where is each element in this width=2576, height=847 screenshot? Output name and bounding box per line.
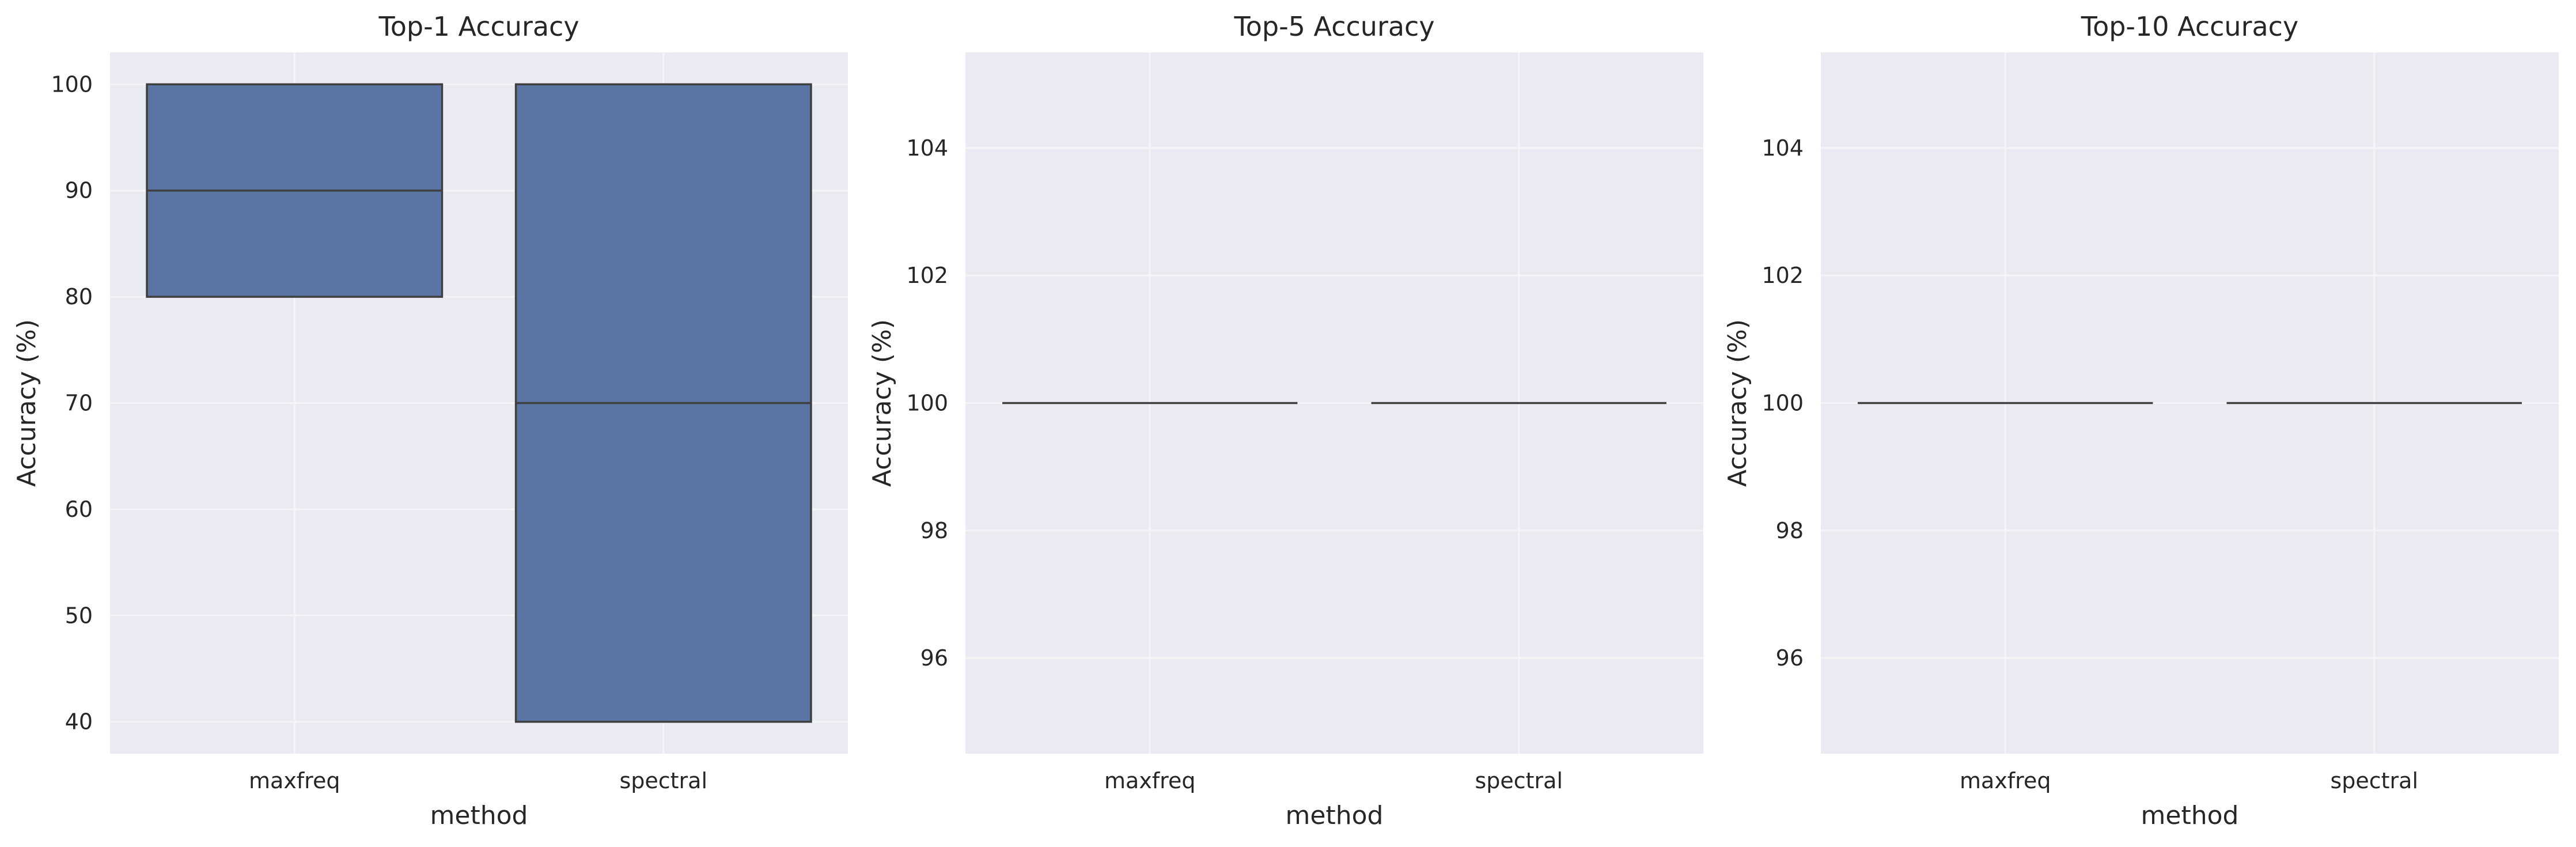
x-axis-label: method: [430, 801, 528, 830]
y-tick-label: 98: [1776, 518, 1804, 543]
y-axis-label: Accuracy (%): [12, 319, 41, 487]
tick-labels: 40 50 60 70 80 90 100 maxfreq spectral: [51, 71, 707, 793]
subplot-top1: 40 50 60 70 80 90 100 maxfreq spectral Top-1 Acc…: [12, 11, 848, 830]
y-tick-label: 80: [65, 284, 93, 309]
subplot-title: Top-10 Accuracy: [2081, 11, 2298, 42]
x-tick-label: maxfreq: [249, 768, 340, 793]
x-tick-label: spectral: [619, 768, 707, 793]
y-tick-label: 98: [920, 518, 948, 543]
y-tick-label: 60: [65, 497, 93, 522]
x-tick-label: maxfreq: [1104, 768, 1195, 793]
y-tick-label: 96: [1776, 645, 1804, 671]
y-tick-label: 100: [1761, 391, 1804, 416]
subplot-title: Top-1 Accuracy: [378, 11, 579, 42]
y-tick-label: 104: [1761, 135, 1804, 161]
y-tick-label: 50: [65, 603, 93, 628]
tick-labels: 96 98 100 102 104 maxfreq spectral: [906, 135, 1563, 793]
x-tick-label: maxfreq: [1960, 768, 2051, 793]
x-axis-label: method: [2141, 801, 2239, 830]
tick-labels: 96 98 100 102 104 maxfreq spectral: [1761, 135, 2418, 793]
subplot-title: Top-5 Accuracy: [1233, 11, 1434, 42]
y-tick-label: 100: [51, 71, 93, 97]
x-tick-label: spectral: [1475, 768, 1563, 793]
x-axis-label: method: [1286, 801, 1384, 830]
y-tick-label: 100: [906, 391, 948, 416]
y-axis-label: Accuracy (%): [1723, 319, 1752, 487]
y-tick-label: 102: [906, 263, 948, 288]
subplot-top10: 96 98 100 102 104 maxfreq spectral Top-10 Accu…: [1723, 11, 2559, 830]
y-tick-label: 40: [65, 709, 93, 735]
y-tick-label: 96: [920, 645, 948, 671]
box-marks: [146, 83, 812, 723]
y-tick-label: 90: [65, 178, 93, 203]
y-tick-label: 104: [906, 135, 948, 161]
grid-lines: [1821, 52, 2559, 754]
y-axis-label: Accuracy (%): [867, 319, 897, 487]
y-tick-label: 102: [1761, 263, 1804, 288]
y-tick-label: 70: [65, 391, 93, 416]
subplot-top5: 96 98 100 102 104 maxfreq spectral Top-5 Accur…: [867, 11, 1703, 830]
x-tick-label: spectral: [2330, 768, 2418, 793]
